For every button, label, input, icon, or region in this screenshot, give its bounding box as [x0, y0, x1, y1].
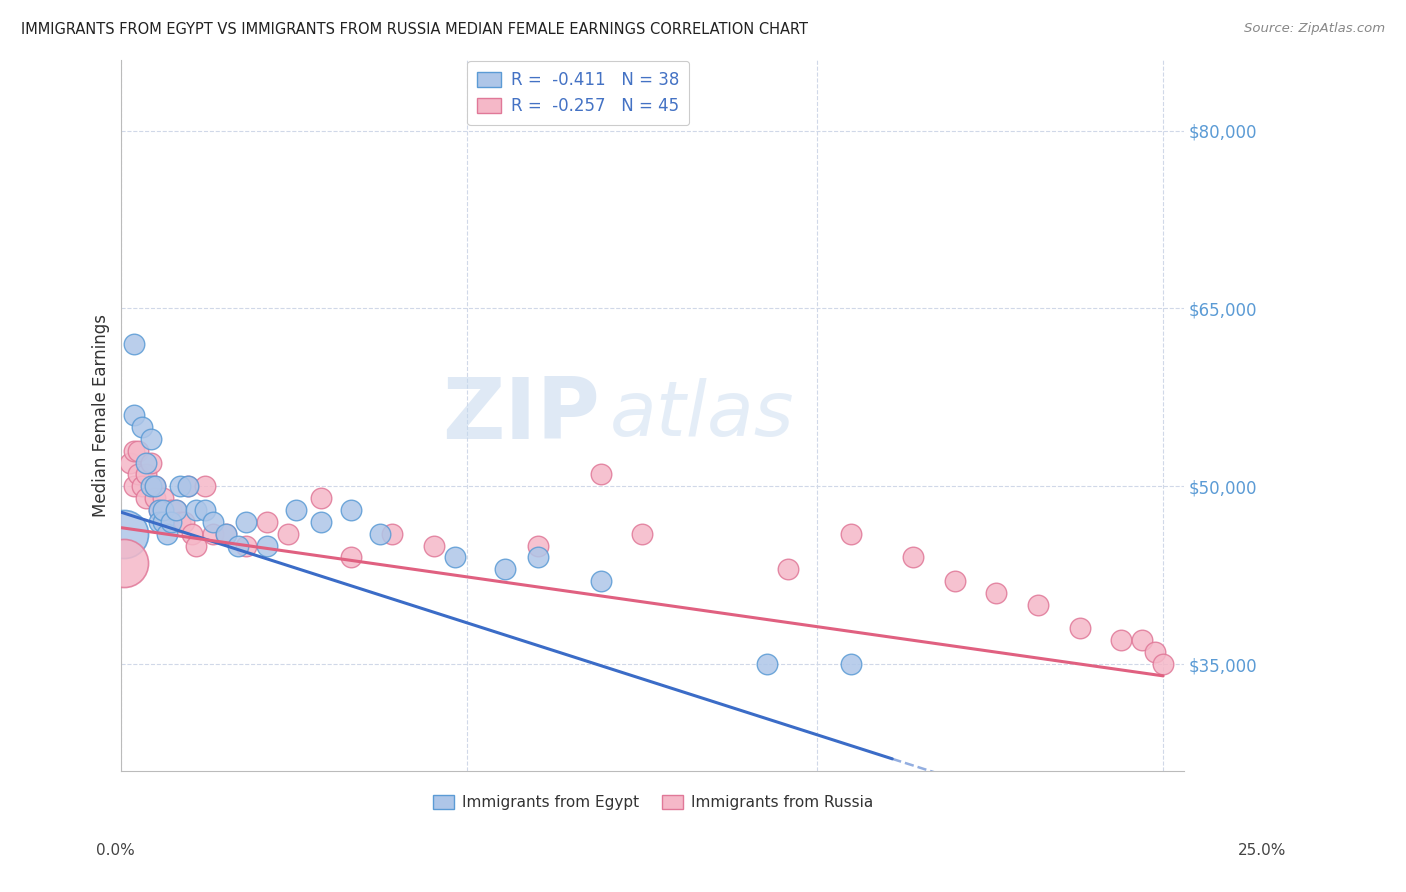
Text: Source: ZipAtlas.com: Source: ZipAtlas.com — [1244, 22, 1385, 36]
Point — [186, 539, 208, 553]
Point — [311, 491, 333, 505]
Point — [131, 420, 153, 434]
Point — [127, 443, 149, 458]
Point — [139, 432, 162, 446]
Point — [122, 408, 145, 422]
Point — [122, 443, 145, 458]
Point — [186, 503, 208, 517]
Point — [202, 526, 225, 541]
Point — [381, 526, 404, 541]
Point — [122, 337, 145, 351]
Point — [368, 526, 391, 541]
Point — [152, 503, 174, 517]
Point — [589, 467, 612, 482]
Point — [778, 562, 800, 576]
Point — [181, 526, 204, 541]
Text: 0.0%: 0.0% — [96, 843, 135, 858]
Point — [423, 539, 446, 553]
Point — [443, 550, 465, 565]
Point — [169, 479, 191, 493]
Point — [943, 574, 966, 588]
Point — [756, 657, 779, 671]
Point — [901, 550, 924, 565]
Point — [118, 456, 141, 470]
Point — [160, 515, 183, 529]
Point — [177, 479, 200, 493]
Point — [177, 479, 200, 493]
Point — [1069, 622, 1091, 636]
Point — [112, 526, 135, 541]
Point — [148, 515, 170, 529]
Point — [194, 479, 217, 493]
Point — [173, 515, 195, 529]
Point — [214, 526, 236, 541]
Point — [589, 574, 612, 588]
Point — [226, 539, 249, 553]
Point — [839, 657, 862, 671]
Point — [165, 503, 187, 517]
Point — [839, 526, 862, 541]
Point — [202, 515, 225, 529]
Point — [1152, 657, 1174, 671]
Point — [152, 515, 174, 529]
Point — [131, 479, 153, 493]
Point — [156, 515, 179, 529]
Point — [1026, 598, 1049, 612]
Point — [165, 503, 187, 517]
Point — [139, 456, 162, 470]
Point — [631, 526, 654, 541]
Text: atlas: atlas — [610, 378, 794, 452]
Point — [122, 479, 145, 493]
Text: IMMIGRANTS FROM EGYPT VS IMMIGRANTS FROM RUSSIA MEDIAN FEMALE EARNINGS CORRELATI: IMMIGRANTS FROM EGYPT VS IMMIGRANTS FROM… — [21, 22, 808, 37]
Text: 25.0%: 25.0% — [1239, 843, 1286, 858]
Point — [311, 515, 333, 529]
Point — [135, 467, 157, 482]
Point — [160, 503, 183, 517]
Point — [148, 503, 170, 517]
Point — [214, 526, 236, 541]
Point — [986, 586, 1008, 600]
Point — [194, 503, 217, 517]
Point — [256, 539, 278, 553]
Point — [143, 491, 166, 505]
Point — [112, 556, 135, 570]
Point — [135, 491, 157, 505]
Point — [169, 515, 191, 529]
Point — [1143, 645, 1166, 659]
Legend: Immigrants from Egypt, Immigrants from Russia: Immigrants from Egypt, Immigrants from R… — [426, 789, 879, 816]
Text: ZIP: ZIP — [441, 374, 599, 457]
Point — [339, 503, 361, 517]
Point — [494, 562, 516, 576]
Point — [139, 479, 162, 493]
Point — [127, 467, 149, 482]
Point — [527, 539, 550, 553]
Point — [156, 526, 179, 541]
Y-axis label: Median Female Earnings: Median Female Earnings — [93, 314, 110, 516]
Point — [235, 539, 257, 553]
Point — [235, 515, 257, 529]
Point — [256, 515, 278, 529]
Point — [1111, 633, 1133, 648]
Point — [143, 479, 166, 493]
Point — [339, 550, 361, 565]
Point — [1130, 633, 1153, 648]
Point — [152, 491, 174, 505]
Point — [143, 479, 166, 493]
Point — [527, 550, 550, 565]
Point — [148, 503, 170, 517]
Point — [135, 456, 157, 470]
Point — [285, 503, 308, 517]
Point — [277, 526, 299, 541]
